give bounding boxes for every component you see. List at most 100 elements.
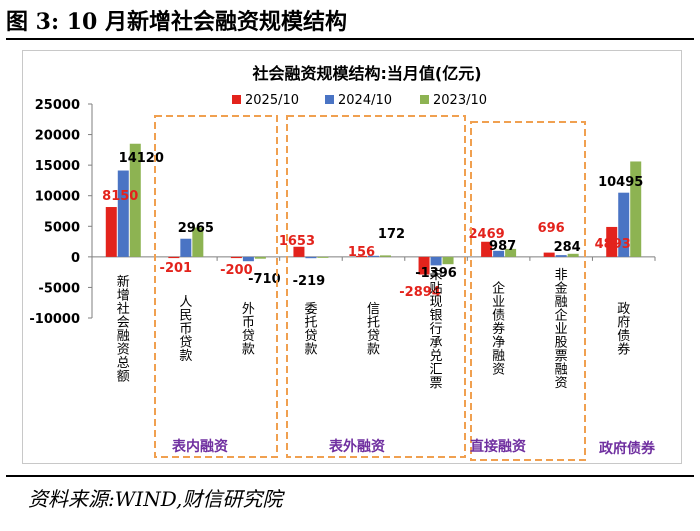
x-category-char: 融 [555, 295, 568, 310]
x-category-char: 融 [555, 363, 568, 378]
x-category-char: 款 [304, 342, 317, 357]
x-category-char: 贴 [430, 282, 443, 297]
x-category-char: 非 [555, 268, 568, 283]
x-category-char: 未 [430, 268, 443, 283]
bar-2025-10-cat-0 [105, 207, 117, 257]
x-category-char: 额 [117, 369, 130, 384]
x-category-char: 贷 [242, 329, 255, 344]
bar-2023-10-cat-5 [442, 256, 454, 265]
bar-2024-10-cat-3 [305, 256, 317, 259]
group-label-3: 政府债券 [599, 440, 656, 457]
x-category-char: 新 [117, 274, 130, 290]
x-category-char: 票 [430, 376, 443, 391]
x-category-char: 资 [117, 342, 130, 357]
group-box-0 [154, 115, 278, 458]
data-label-cat-6-2024: 987 [489, 239, 516, 254]
x-category-label-1: 人民币贷款 [179, 295, 192, 364]
x-category-char: 债 [617, 329, 630, 344]
bar-2024-10-cat-5 [430, 256, 442, 266]
data-label-cat-0-2024: 14120 [119, 151, 164, 166]
data-label-cat-7-2024: 284 [554, 240, 581, 255]
data-label-cat-2-2025: -200 [220, 263, 253, 278]
legend-label-2024-10: 2024/10 [338, 93, 392, 108]
bar-2023-10-cat-4 [380, 255, 391, 257]
x-category-label-2: 外币贷款 [242, 302, 255, 358]
bar-2025-10-cat-1 [168, 256, 180, 259]
x-category-char: 资 [555, 376, 568, 391]
data-label-cat-4-2024: 172 [378, 227, 405, 242]
bar-2023-10-cat-0 [129, 143, 141, 257]
x-category-char: 兑 [430, 349, 443, 364]
chart-frame [22, 50, 682, 464]
bar-2023-10-cat-6 [505, 248, 517, 257]
bar-2025-10-cat-5 [418, 256, 430, 275]
bar-2024-10-cat-2 [242, 256, 254, 262]
x-category-char: 债 [492, 309, 505, 324]
y-tick-label: 15000 [35, 159, 80, 174]
x-category-char: 款 [367, 342, 380, 357]
legend-label-2023-10: 2023/10 [433, 93, 487, 108]
data-label-cat-1-2024: 2965 [178, 221, 214, 236]
x-category-label-8: 政府债券 [617, 302, 630, 358]
x-category-label-4: 信托贷款 [367, 302, 380, 358]
figure-title: 图 3: 10 月新增社会融资规模结构 [6, 9, 348, 35]
bar-2025-10-cat-3 [293, 246, 305, 257]
x-category-char: 委 [304, 302, 317, 317]
bar-2025-10-cat-6 [481, 241, 493, 257]
legend-swatch-2024-10 [325, 95, 334, 104]
x-category-label-6: 企业债券净融资 [492, 281, 505, 378]
x-category-char: 净 [492, 336, 505, 351]
y-tick-label: 5000 [44, 220, 80, 235]
bar-2023-10-cat-1 [192, 227, 204, 257]
x-category-label-3: 委托贷款 [304, 302, 317, 358]
x-category-char: 承 [430, 336, 443, 351]
bar-2024-10-cat-4 [368, 255, 379, 257]
x-category-char: 府 [617, 315, 630, 330]
group-label-2: 直接融资 [470, 438, 526, 455]
x-category-char: 金 [555, 281, 568, 297]
group-box-2 [470, 121, 586, 461]
x-category-char: 贷 [367, 329, 380, 344]
group-box-1 [286, 115, 466, 458]
data-label-cat-8-2025: 4893 [595, 237, 631, 252]
x-category-char: 现 [430, 295, 443, 310]
y-tick-label: -10000 [29, 312, 80, 327]
x-category-char: 款 [179, 349, 192, 364]
bar-2023-10-cat-7 [567, 253, 579, 257]
data-label-cat-3-2025: 1653 [279, 234, 315, 249]
x-category-char: 票 [555, 349, 568, 364]
data-label-cat-0-2025: 8150 [102, 189, 138, 204]
x-category-char: 会 [117, 315, 130, 330]
x-category-char: 券 [492, 321, 505, 337]
y-tick-label: 25000 [35, 98, 80, 113]
bar-2025-10-cat-8 [606, 226, 618, 257]
bar-2024-10-cat-8 [618, 192, 630, 257]
group-label-1: 表外融资 [328, 438, 385, 455]
x-category-char: 贷 [179, 336, 192, 351]
x-category-char: 贷 [304, 329, 317, 344]
data-label-cat-5-2025: -2894 [399, 285, 441, 300]
data-label-cat-1-2025: -201 [160, 261, 193, 276]
data-label-cat-6-2025: 2469 [469, 227, 505, 242]
bar-2025-10-cat-4 [356, 255, 367, 257]
x-category-char: 币 [242, 315, 255, 330]
x-category-char: 股 [555, 336, 568, 351]
source-rule [6, 475, 694, 477]
x-category-char: 行 [430, 322, 443, 337]
x-category-label-7: 非金融企业股票融资 [555, 268, 568, 391]
x-category-char: 民 [179, 309, 192, 324]
bar-2024-10-cat-1 [180, 238, 192, 257]
y-tick-label: 20000 [35, 129, 80, 144]
data-label-cat-8-2024: 10495 [598, 175, 643, 190]
x-category-char: 业 [555, 322, 568, 337]
x-category-char: 外 [242, 302, 255, 317]
legend-swatch-2023-10 [420, 95, 429, 104]
x-category-char: 信 [367, 302, 380, 317]
chart-title: 社会融资规模结构:当月值(亿元) [251, 64, 481, 83]
bar-2024-10-cat-6 [493, 250, 505, 257]
y-tick-label: 0 [71, 251, 80, 266]
bar-2025-10-cat-2 [230, 256, 242, 259]
bar-2024-10-cat-7 [555, 255, 567, 257]
y-tick-label: 10000 [35, 190, 80, 205]
